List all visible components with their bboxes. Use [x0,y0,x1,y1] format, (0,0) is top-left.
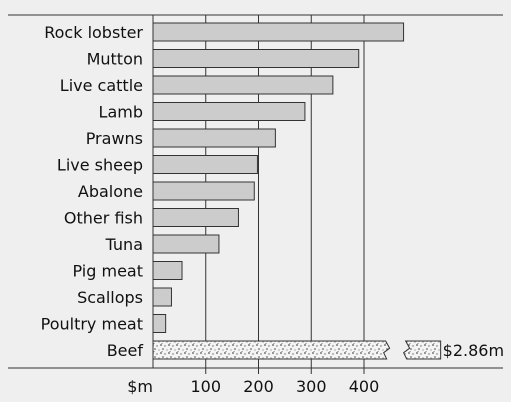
bar-abalone [152,181,255,201]
x-tick-label-unit: $m [127,377,153,396]
bar-tuna [152,234,220,254]
x-tick-label-300: 300 [296,377,327,396]
data-label-beef: $2.86m [443,341,504,360]
category-label-pig-meat: Pig meat [73,262,144,281]
category-label-other-fish: Other fish [64,209,143,228]
category-label-scallops: Scallops [77,288,143,307]
category-label-prawns: Prawns [86,129,143,148]
x-tick-label-100: 100 [190,377,221,396]
category-label-beef: Beef [107,341,144,360]
bars [152,22,442,360]
category-label-abalone: Abalone [78,182,143,201]
bar-live-cattle [152,75,334,95]
bar-scallops [152,287,172,307]
bar-mutton [152,49,360,68]
category-label-live-sheep: Live sheep [57,156,143,175]
category-label-mutton: Mutton [87,50,143,69]
gridlines [205,15,365,374]
category-labels: Rock lobster Mutton Live cattle Lamb Prawns L… [41,23,504,360]
bar-prawns [152,128,276,148]
bar-beef [152,340,391,360]
bar-pig-meat [152,261,183,280]
category-label-tuna: Tuna [105,235,143,254]
bar-lamb [152,102,306,121]
category-label-live-cattle: Live cattle [60,76,143,95]
bar-other-fish [152,208,239,227]
x-tick-label-400: 400 [349,377,380,396]
bar-poultry-meat [152,314,167,333]
bar-live-sheep [152,155,258,174]
x-tick-labels: $m 100 200 300 400 [127,377,379,396]
x-tick-label-200: 200 [243,377,274,396]
bar-rock-lobster [152,22,405,42]
category-label-rock-lobster: Rock lobster [44,23,143,42]
bar-beef-end [403,340,442,360]
category-label-lamb: Lamb [99,103,143,122]
category-label-poultry-meat: Poultry meat [41,315,143,334]
